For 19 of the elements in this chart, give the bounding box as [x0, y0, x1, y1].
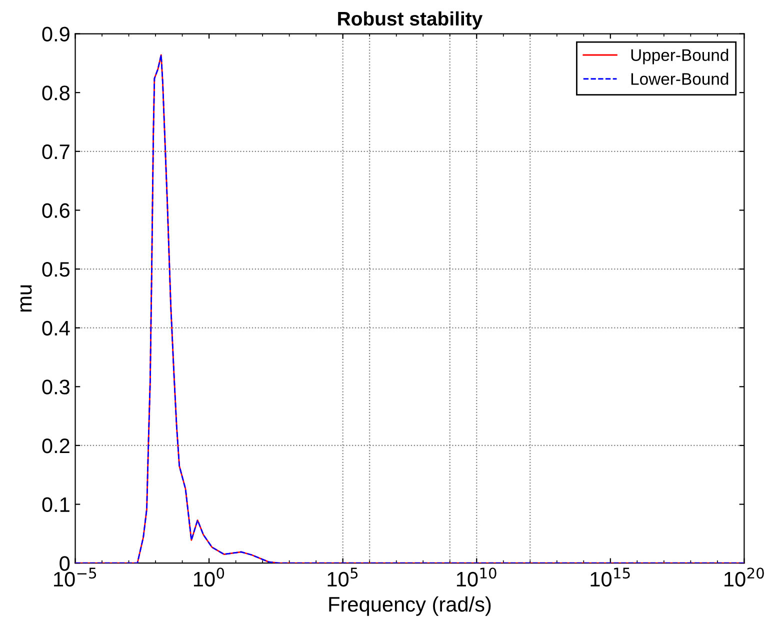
- legend-label: Lower-Bound: [631, 72, 728, 85]
- y-tick-label: 0.6: [42, 203, 70, 218]
- x-tick-label: 10$^{0}$: [194, 568, 224, 587]
- x-tick-label: 10$^{20}$: [724, 568, 764, 587]
- y-tick-label: 0.8: [42, 86, 70, 100]
- x-axis-title: Frequency (rad/s): [329, 596, 491, 616]
- y-tick-label: 0.5: [42, 262, 70, 277]
- x-tick-label: 10$^{5}$: [328, 568, 358, 587]
- y-tick-label: 0.1: [42, 497, 70, 512]
- x-tick-label: 10$^{10}$: [456, 568, 496, 587]
- legend-label: Upper-Bound: [631, 48, 728, 64]
- y-tick-label: 0.7: [42, 144, 70, 160]
- y-tick-label: 0.3: [42, 380, 70, 394]
- y-tick-label: 0.4: [42, 320, 70, 336]
- y-axis-title: mu: [20, 285, 32, 312]
- chart-title: Robust stability: [338, 11, 483, 30]
- y-tick-label: 0.9: [42, 26, 70, 42]
- x-tick-label: 10$^{15}$: [590, 568, 630, 587]
- y-tick-label: 0.2: [42, 438, 70, 454]
